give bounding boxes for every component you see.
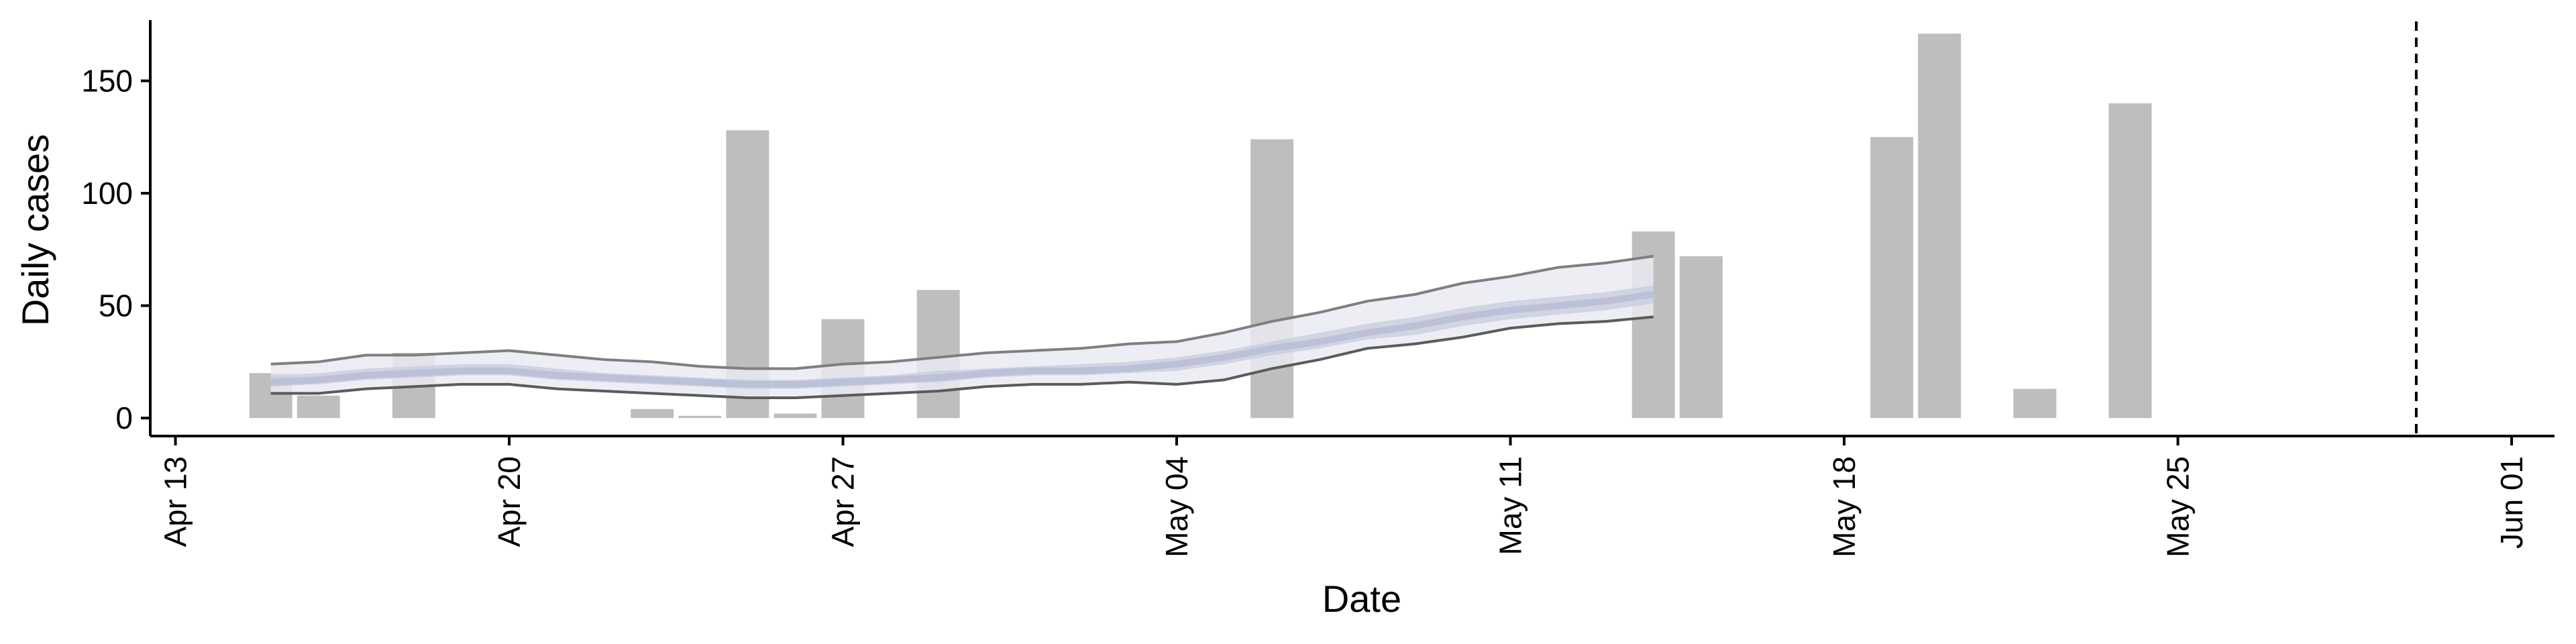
x-tick-label: Jun 01 [2494, 456, 2529, 549]
bar [2013, 388, 2057, 419]
x-tick-label: Apr 27 [826, 456, 861, 547]
median-line [270, 290, 1654, 388]
bar [1918, 34, 1962, 419]
bar [297, 395, 340, 419]
bar [773, 413, 817, 419]
bar [2108, 103, 2152, 419]
y-tick-label: 150 [81, 64, 133, 99]
x-tick-label: May 11 [1493, 456, 1528, 555]
bar [916, 290, 960, 419]
lower-bound-line [270, 315, 1654, 400]
x-tick-label: Apr 13 [158, 456, 193, 547]
y-tick-label: 100 [81, 176, 133, 211]
x-tick-label: May 25 [2161, 456, 2196, 557]
bar [631, 409, 674, 419]
axes: 0 50 100 150 Apr 13 Apr 20 Apr 27 May 04 May 11 M… [81, 20, 2555, 557]
x-tick-label: May 04 [1159, 456, 1194, 557]
outer-interval-band [270, 256, 1654, 398]
y-tick-label: 50 [99, 288, 133, 323]
bar [678, 415, 722, 419]
bar [1679, 256, 1723, 419]
bar [1870, 137, 1914, 419]
y-tick-label: 0 [115, 400, 133, 435]
x-axis-title: Date [1322, 578, 1401, 620]
bar [1250, 139, 1294, 419]
inner-interval-band [270, 285, 1654, 389]
upper-bound-line [270, 254, 1654, 370]
x-tick-label: May 18 [1827, 456, 1862, 557]
x-tick-label: Apr 20 [492, 456, 527, 547]
estimate-series [270, 254, 1654, 400]
y-axis-title: Daily cases [14, 134, 56, 326]
